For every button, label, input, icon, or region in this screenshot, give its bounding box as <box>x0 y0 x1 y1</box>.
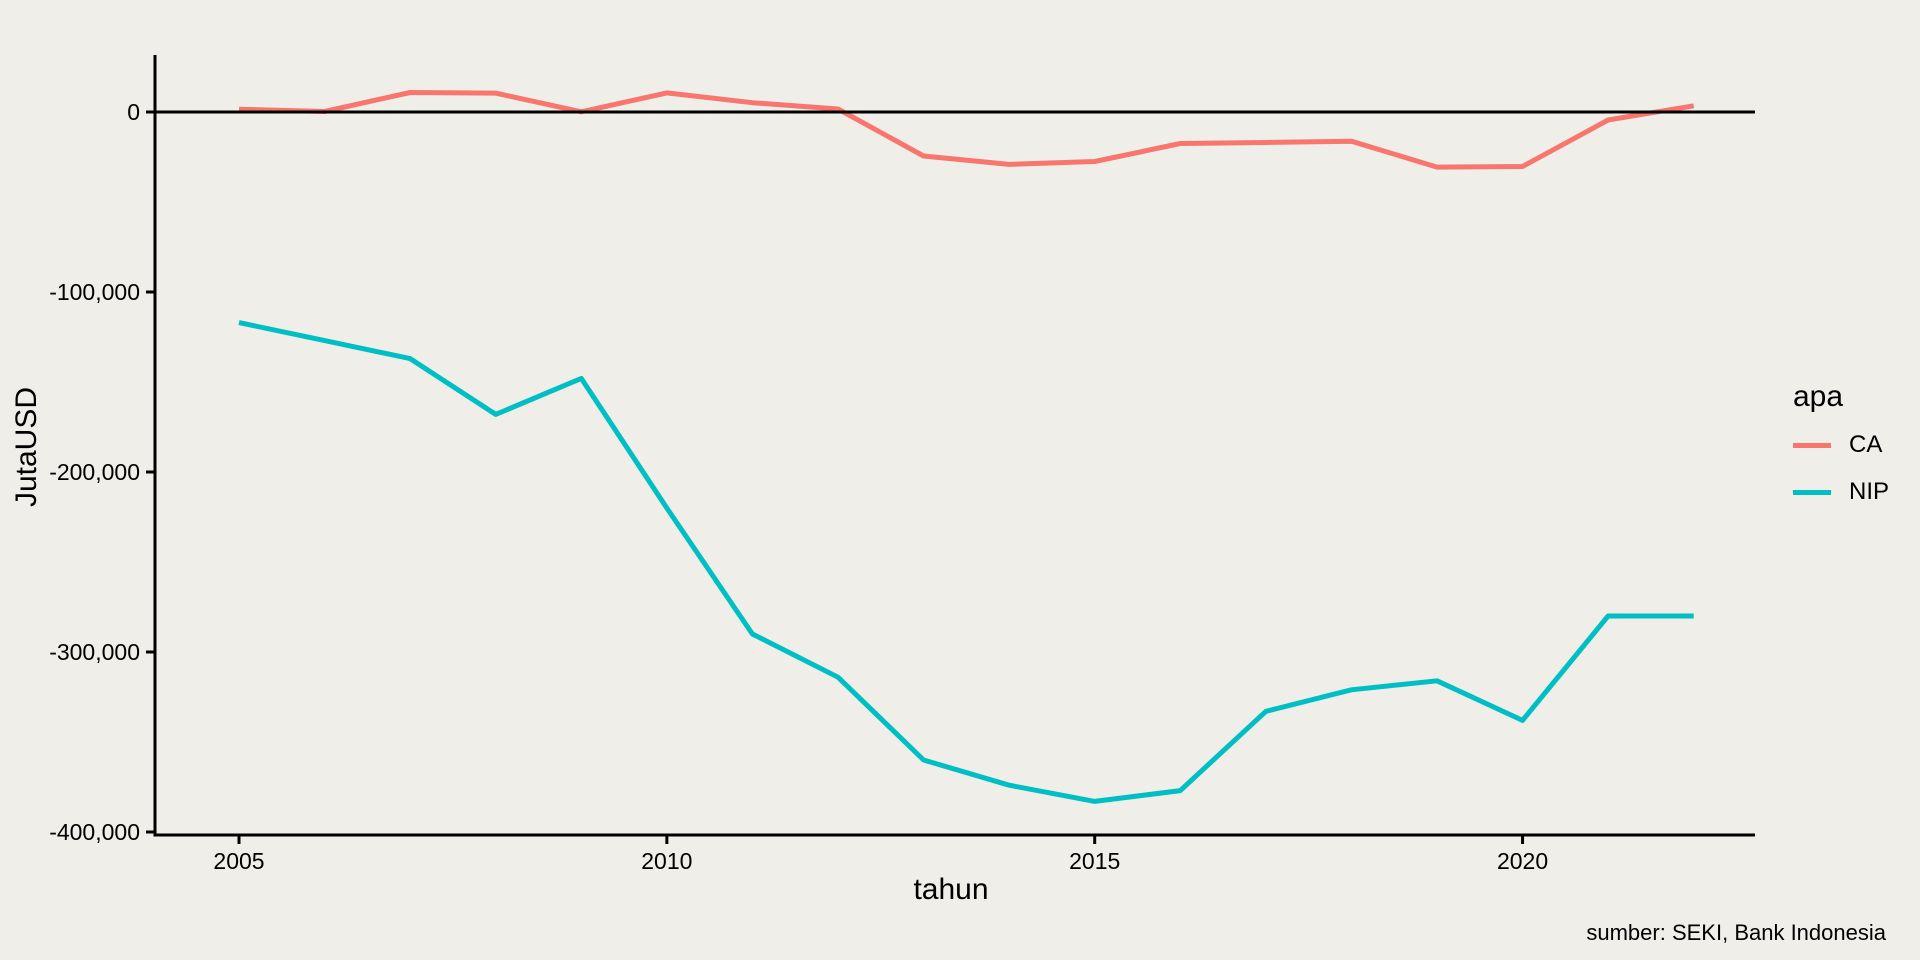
y-tick-label: -200,000 <box>49 459 140 485</box>
x-tick-label: 2015 <box>1069 848 1120 874</box>
source-caption: sumber: SEKI, Bank Indonesia <box>1586 920 1886 945</box>
x-axis-title: tahun <box>913 873 989 906</box>
x-tick-label: 2010 <box>641 848 692 874</box>
axis-lines <box>153 55 1755 837</box>
y-tick-label: -300,000 <box>49 639 140 665</box>
x-tick-label: 2005 <box>213 848 264 874</box>
y-axis-title: JutaUSD <box>10 386 43 508</box>
legend-entry-ca: CA <box>1793 428 1889 462</box>
y-tick-label: 0 <box>127 99 140 125</box>
ca-line <box>238 90 1695 170</box>
nip-line <box>238 320 1694 804</box>
nip-line-swatch-icon <box>1793 489 1831 495</box>
legend-entry-nip: NIP <box>1793 475 1889 509</box>
y-tick-label: -100,000 <box>49 279 140 305</box>
legend-label-ca: CA <box>1849 431 1883 458</box>
legend: apa CA NIP <box>1793 379 1889 509</box>
x-tick-label: 2020 <box>1497 848 1548 874</box>
legend-title: apa <box>1793 380 1844 413</box>
ca-line-swatch-icon <box>1793 442 1831 448</box>
y-tick-label: -400,000 <box>49 819 140 845</box>
legend-label-nip: NIP <box>1849 478 1890 505</box>
